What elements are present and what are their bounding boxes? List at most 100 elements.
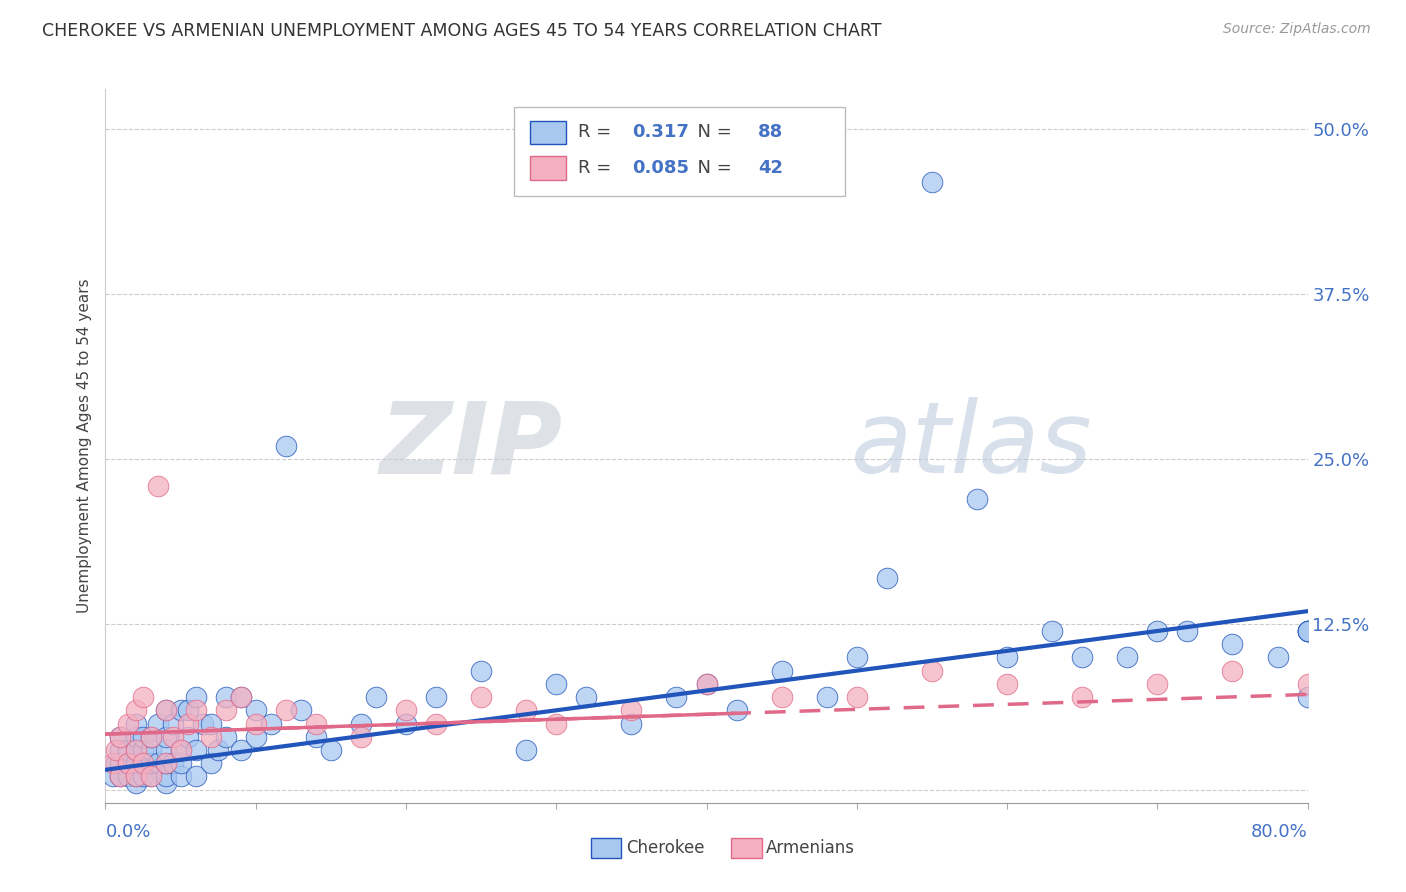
Point (696, 677, 718, 691)
Point (214, 690, 236, 704)
Point (155, 756, 177, 771)
Point (139, 769, 162, 783)
Point (132, 690, 155, 704)
Point (1146, 677, 1168, 691)
Text: Cherokee: Cherokee (626, 839, 704, 857)
Point (515, 703, 537, 717)
Point (104, 756, 127, 771)
Point (169, 756, 191, 771)
Point (845, 690, 868, 704)
Point (995, 650, 1018, 665)
Point (274, 439, 297, 453)
Point (395, 716, 418, 731)
Point (290, 703, 312, 717)
Point (245, 703, 267, 717)
Point (184, 703, 207, 717)
Text: N =: N = (686, 159, 738, 177)
Point (155, 703, 177, 717)
Point (546, 716, 568, 731)
Point (1222, 637, 1244, 651)
Point (146, 756, 169, 771)
Point (184, 769, 207, 783)
Point (425, 690, 447, 704)
Point (139, 769, 162, 783)
Point (470, 664, 492, 678)
Point (305, 716, 328, 731)
Point (200, 716, 222, 731)
Point (101, 756, 124, 771)
Point (139, 743, 162, 757)
Point (124, 769, 146, 783)
Point (966, 491, 988, 506)
Point (184, 743, 207, 757)
Point (110, 730, 132, 744)
Point (124, 756, 146, 771)
Text: ZIP: ZIP (380, 398, 562, 494)
Point (110, 769, 132, 783)
Point (350, 716, 373, 731)
Point (350, 730, 373, 744)
Point (177, 730, 200, 744)
Point (665, 690, 688, 704)
Text: Armenians: Armenians (766, 839, 855, 857)
Point (177, 716, 200, 731)
Point (1296, 624, 1319, 638)
Point (1267, 650, 1289, 665)
Point (620, 703, 643, 717)
Point (1071, 690, 1094, 704)
FancyBboxPatch shape (530, 120, 565, 145)
Point (139, 756, 162, 771)
Point (169, 743, 191, 757)
Point (364, 690, 387, 704)
Point (184, 690, 207, 704)
Point (132, 730, 155, 744)
Point (155, 743, 177, 757)
Point (117, 756, 139, 771)
Point (124, 776, 146, 790)
Point (155, 776, 177, 790)
Point (124, 730, 146, 744)
Point (260, 716, 283, 731)
Point (1296, 624, 1319, 638)
Point (139, 730, 162, 744)
Point (1296, 690, 1319, 704)
Point (575, 690, 598, 704)
Text: atlas: atlas (851, 398, 1092, 494)
Point (155, 756, 177, 771)
Point (214, 730, 236, 744)
Point (117, 716, 139, 731)
Point (470, 690, 492, 704)
Point (620, 716, 643, 731)
Point (1040, 624, 1063, 638)
Text: Source: ZipAtlas.com: Source: ZipAtlas.com (1223, 22, 1371, 37)
Point (132, 756, 155, 771)
Point (200, 730, 222, 744)
Point (876, 571, 898, 585)
Point (245, 730, 267, 744)
Text: 88: 88 (758, 123, 783, 141)
Text: N =: N = (686, 123, 738, 141)
Text: 0.085: 0.085 (631, 159, 689, 177)
Point (124, 703, 146, 717)
Point (162, 730, 184, 744)
Text: 0.0%: 0.0% (105, 822, 150, 840)
Point (229, 690, 252, 704)
Point (1296, 677, 1319, 691)
Point (177, 703, 200, 717)
Point (155, 730, 177, 744)
Text: R =: R = (578, 159, 617, 177)
Point (921, 664, 943, 678)
Point (110, 769, 132, 783)
Text: 80.0%: 80.0% (1251, 822, 1308, 840)
Point (1222, 664, 1244, 678)
Point (124, 743, 146, 757)
Point (132, 743, 155, 757)
Point (229, 690, 252, 704)
Point (395, 703, 418, 717)
Point (169, 769, 191, 783)
Text: R =: R = (578, 123, 617, 141)
Point (725, 703, 748, 717)
Point (162, 716, 184, 731)
Point (132, 769, 155, 783)
Point (515, 743, 537, 757)
